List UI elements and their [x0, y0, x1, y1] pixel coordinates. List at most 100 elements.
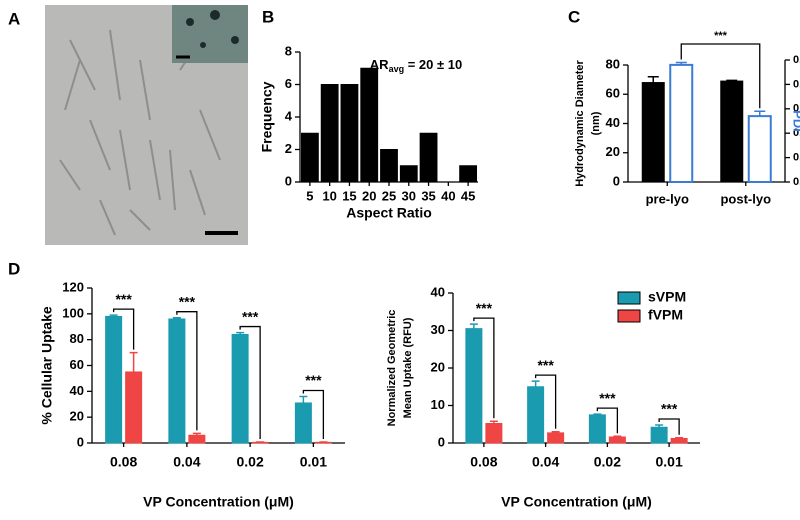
x-tick-label: 25 [382, 188, 396, 203]
error-bar [299, 395, 308, 403]
significance-bracket [658, 418, 680, 435]
y-tick-label: 4 [285, 108, 293, 123]
y2-tick-label: 0.5 [793, 54, 800, 66]
error-bar [236, 331, 245, 335]
x-tick-label: 30 [402, 188, 416, 203]
error-bar [489, 420, 498, 424]
y-tick-label: 80 [606, 56, 620, 71]
bar [547, 432, 565, 444]
x-tick-label: 0.02 [594, 454, 621, 470]
x-tick-label: 5 [306, 188, 313, 203]
bar [399, 165, 418, 183]
error-bar [647, 75, 659, 83]
legend-label: fVPM [648, 307, 683, 323]
error-bar [675, 437, 684, 439]
x-tick-label: pre-lyo [646, 191, 689, 206]
y-tick-label: 80 [70, 331, 84, 346]
panel-label: C [568, 7, 580, 26]
significance-bracket [239, 325, 261, 439]
error-bar [469, 323, 478, 329]
annotation-main: AR [370, 57, 389, 72]
bar [465, 328, 483, 444]
y-axis-label: Normalized Geometric [386, 310, 398, 427]
y2-tick-label: 0.3 [793, 103, 800, 115]
bar [380, 149, 398, 183]
y-tick-label: 100 [62, 305, 84, 320]
significance-label: *** [115, 291, 132, 307]
error-bar [531, 380, 540, 387]
error-bar [726, 79, 738, 82]
significance-label: *** [599, 390, 616, 406]
y-tick-label: 0 [77, 434, 84, 449]
bar [340, 84, 359, 183]
y-tick-label: 30 [431, 322, 445, 337]
significance-bracket [534, 374, 557, 429]
significance-label: *** [537, 357, 554, 373]
bar [360, 67, 379, 183]
significance-bracket [302, 389, 325, 439]
panel-label: D [8, 259, 20, 278]
bar [320, 84, 339, 183]
annotation: ARavg = 20 ± 10 [370, 57, 462, 74]
x-tick-label: 0.08 [470, 454, 497, 470]
y-tick-label: 0 [285, 173, 292, 188]
significance-label: *** [179, 293, 196, 309]
y-tick-label: 120 [62, 279, 84, 294]
y2-axis-label: PDI [791, 110, 800, 132]
bar [419, 132, 438, 183]
significance-bracket [473, 317, 495, 419]
panel-label: B [262, 7, 274, 26]
significance-bracket [680, 43, 761, 109]
bar [300, 132, 319, 183]
error-bar [129, 351, 138, 372]
y-tick-label: 20 [606, 144, 620, 159]
error-bar [613, 435, 622, 437]
x-tick-label: 0.04 [532, 454, 559, 470]
significance-label: *** [476, 300, 493, 316]
y-tick-label: 20 [431, 359, 445, 374]
significance-label: *** [661, 401, 678, 417]
y2-tick-label: 0.2 [793, 127, 800, 139]
y-tick-label: 2 [285, 141, 292, 156]
micrograph [45, 5, 248, 245]
error-bar [551, 431, 560, 433]
legend-swatch [617, 309, 641, 323]
y-tick-label: 6 [285, 76, 292, 91]
y2-tick-label: 0.0 [793, 176, 800, 188]
bar [105, 315, 123, 444]
bar [670, 438, 688, 444]
x-tick-label: 20 [362, 188, 376, 203]
significance-label: *** [305, 372, 322, 388]
y-axis-label: Mean Uptake (RFU) [402, 317, 414, 418]
error-bar [655, 424, 664, 428]
bar [641, 82, 665, 183]
x-tick-label: 40 [441, 188, 455, 203]
y-tick-label: 60 [606, 86, 620, 101]
x-tick-label: 0.04 [173, 454, 200, 470]
x-tick-label: 45 [461, 188, 475, 203]
bar [485, 423, 503, 444]
x-axis-label: Aspect Ratio [346, 205, 432, 221]
bar [669, 63, 694, 183]
bar [125, 371, 143, 444]
bar [527, 386, 545, 444]
x-axis-label: VP Concentration (μM) [501, 494, 652, 510]
bar [747, 115, 772, 183]
bar [720, 80, 744, 183]
bar [650, 426, 668, 444]
y-tick-label: 60 [70, 357, 84, 372]
significance-bracket [112, 308, 135, 350]
x-tick-label: 0.08 [110, 454, 137, 470]
error-bar [754, 110, 766, 117]
x-tick-label: 0.02 [237, 454, 264, 470]
y-axis-label: Hydrodynamic Diameter [574, 60, 586, 187]
significance-label: *** [714, 30, 728, 42]
y-axis-label: (nm) [590, 111, 602, 135]
x-tick-label: 10 [322, 188, 336, 203]
x-tick-label: post-lyo [720, 191, 771, 206]
x-tick-label: 35 [421, 188, 435, 203]
bar [188, 434, 206, 444]
error-bar [109, 314, 118, 317]
bar [168, 318, 186, 444]
error-bar [172, 316, 181, 319]
